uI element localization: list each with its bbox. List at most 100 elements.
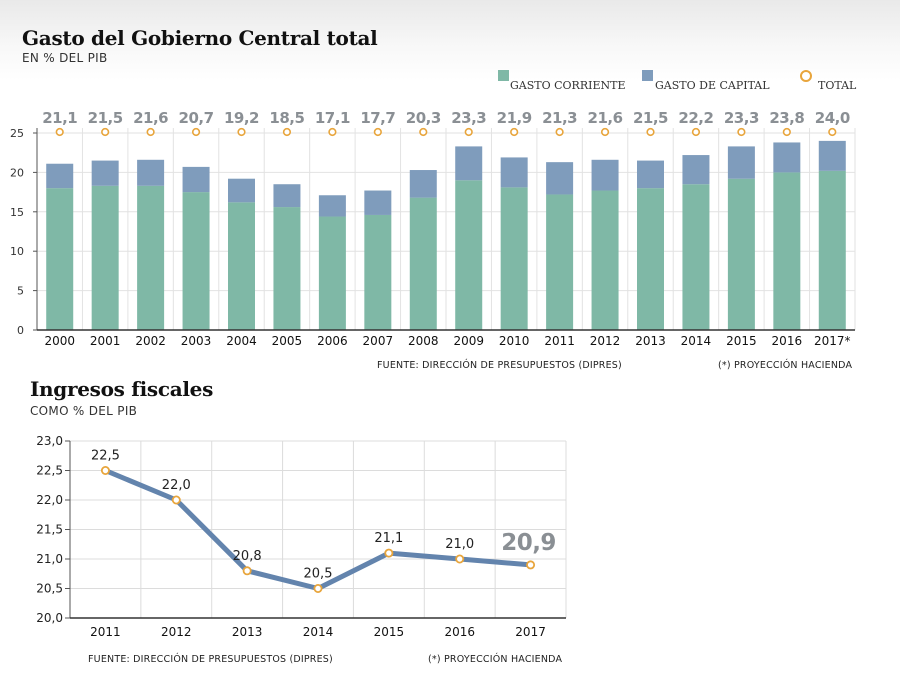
y-tick-label: 21,0 [36,552,63,566]
data-point [100,465,110,475]
bar-gasto-capital [682,155,710,185]
x-tick-label: 2014 [681,334,712,348]
total-marker [373,127,382,137]
bar-gasto-capital [228,178,255,203]
total-marker [646,127,655,137]
y-tick-label: 25 [10,127,24,140]
total-marker [146,127,155,137]
header-banner [0,0,900,80]
bar-gasto-capital [818,140,846,171]
total-label: 21,5 [88,109,123,127]
bar-gasto-corriente [273,207,301,330]
x-tick-label: 2011 [544,334,575,348]
data-point [171,495,181,505]
total-label: 18,5 [269,109,304,127]
bar-gasto-capital [773,142,801,173]
total-label: 21,6 [588,109,623,127]
total-marker [555,127,564,137]
total-marker [328,127,337,137]
total-label: 21,1 [42,109,77,127]
data-label: 20,5 [304,567,333,582]
data-point [384,548,394,558]
y-tick-label: 20,5 [36,582,63,596]
x-tick-label: 2011 [90,625,121,639]
total-label: 21,9 [497,109,532,127]
bar-gasto-capital [455,146,483,181]
source-note-gasto: FUENTE: DIRECCIÓN DE PRESUPUESTOS (DIPRE… [377,360,622,371]
bar-gasto-corriente [91,185,119,330]
x-tick-label: 2009 [453,334,484,348]
x-tick-label: 2008 [408,334,439,348]
bar-gasto-corriente [228,202,255,330]
chart-title-ingresos: Ingresos fiscales [30,377,214,401]
x-tick-label: 2004 [226,334,257,348]
x-tick-label: 2016 [772,334,803,348]
total-marker [55,127,64,137]
data-label: 22,5 [91,449,120,464]
bar-gasto-corriente [409,197,437,330]
bar-gasto-capital [591,159,619,191]
y-tick-label: 0 [17,324,24,337]
total-label: 21,6 [133,109,168,127]
data-label: 20,9 [501,530,556,556]
source-note-ingresos: FUENTE: DIRECCIÓN DE PRESUPUESTOS (DIPRE… [88,654,333,665]
legend-label-total: TOTAL [818,79,857,92]
total-marker [101,127,110,137]
y-tick-label: 20,0 [36,611,63,625]
x-tick-label: 2002 [135,334,166,348]
chart-subtitle-gasto: EN % DEL PIB [22,51,108,65]
total-label: 23,8 [769,109,804,127]
x-tick-label: 2015 [374,625,405,639]
total-label: 17,1 [315,109,350,127]
bar-gasto-corriente [364,214,392,330]
total-label: 19,2 [224,109,259,127]
bar-gasto-capital [137,159,165,186]
total-marker [737,127,746,137]
y-tick-label: 20 [10,166,24,179]
total-label: 23,3 [724,109,759,127]
chart-title-gasto: Gasto del Gobierno Central total [22,26,378,50]
data-label: 21,0 [445,537,474,552]
bar-gasto-corriente [773,172,801,330]
footnote-ingresos: (*) PROYECCIÓN HACIENDA [428,654,563,665]
x-tick-label: 2016 [444,625,475,639]
bar-gasto-capital [409,170,437,198]
bar-gasto-capital [546,162,574,195]
total-label: 17,7 [360,109,395,127]
total-marker [237,127,246,137]
bar-gasto-corriente [546,194,574,330]
legend-label-gasto-corriente: GASTO CORRIENTE [510,79,626,92]
data-point [242,566,252,576]
x-tick-label: 2017* [814,334,851,348]
data-label: 21,1 [374,531,403,546]
y-tick-label: 10 [10,245,24,258]
total-marker [691,127,701,137]
x-tick-label: 2013 [635,334,666,348]
data-point [526,560,536,570]
bar-gasto-capital [500,157,528,188]
x-tick-label: 2012 [161,625,192,639]
total-marker [782,127,791,137]
x-tick-label: 2014 [303,625,334,639]
x-tick-label: 2012 [590,334,621,348]
total-label: 23,3 [451,109,486,127]
bar-gasto-corriente [455,180,483,330]
y-tick-label: 21,5 [36,523,63,537]
bar-gasto-capital [91,160,119,186]
total-label: 24,0 [815,109,850,127]
y-tick-label: 22,5 [36,464,63,478]
total-label: 22,2 [678,109,713,127]
total-marker [282,127,292,137]
bar-gasto-corriente [727,178,755,330]
bar-gasto-corriente [137,185,165,330]
x-tick-label: 2015 [726,334,757,348]
bar-gasto-capital [727,146,755,179]
x-tick-label: 2003 [181,334,212,348]
total-label: 20,7 [179,109,214,127]
y-tick-label: 22,0 [36,493,63,507]
data-label: 22,0 [162,478,191,493]
y-tick-label: 23,0 [36,434,63,448]
data-point [313,584,323,594]
bar-gasto-corriente [500,187,528,330]
